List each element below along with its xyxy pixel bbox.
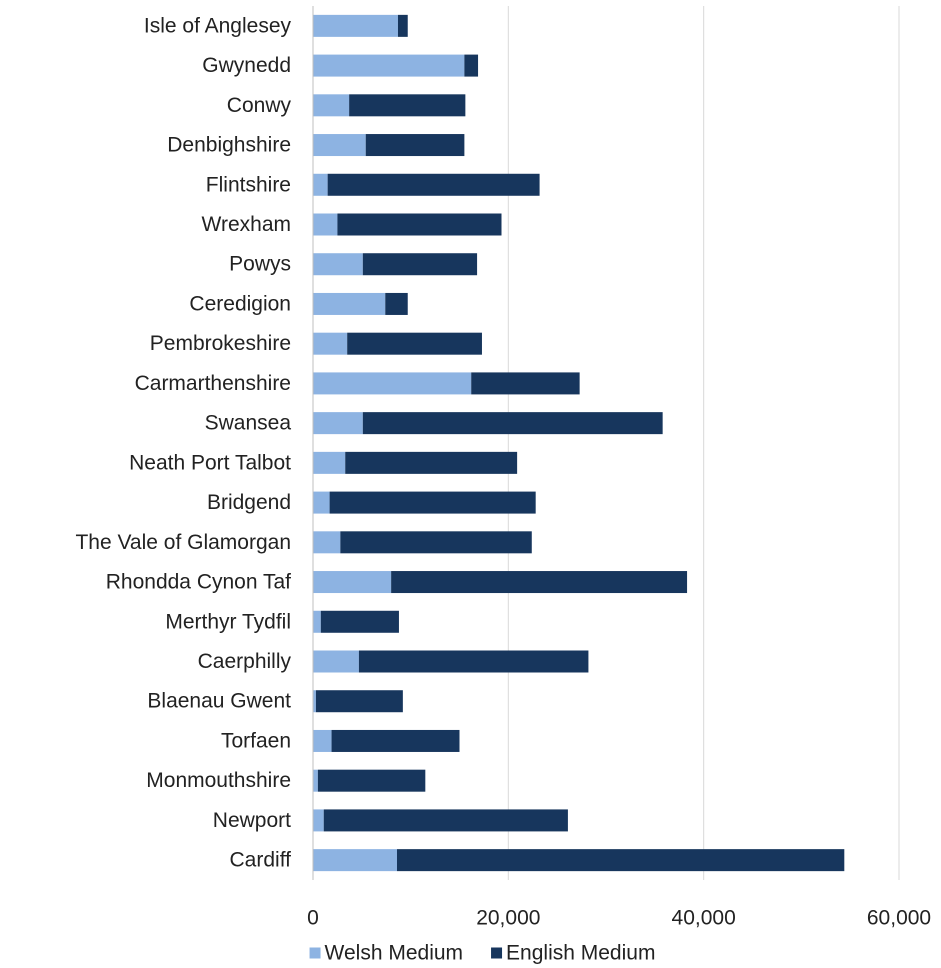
- category-label: Rhondda Cynon Taf: [106, 571, 291, 594]
- bar-welsh-medium-swansea: [313, 412, 363, 435]
- bar-welsh-medium-flintshire: [313, 173, 328, 196]
- x-tick-label: 40,000: [672, 907, 736, 930]
- bar-english-medium-gwynedd: [464, 54, 479, 77]
- category-label: Powys: [229, 253, 291, 276]
- category-label: Torfaen: [221, 729, 291, 752]
- bar-english-medium-torfaen: [331, 729, 460, 752]
- bar-english-medium-flintshire: [327, 173, 540, 196]
- bar-english-medium-isle-of-anglesey: [397, 14, 408, 37]
- bar-welsh-medium-merthyr-tydfil: [313, 610, 321, 633]
- bar-welsh-medium-isle-of-anglesey: [313, 14, 398, 37]
- bar-english-medium-powys: [362, 253, 478, 276]
- bar-english-medium-ceredigion: [385, 292, 408, 315]
- category-label: Ceredigion: [189, 292, 291, 315]
- bar-english-medium-rhondda-cynon-taf: [391, 571, 688, 594]
- x-tick-label: 60,000: [867, 907, 931, 930]
- bar-english-medium-blaenau-gwent: [315, 690, 403, 713]
- bar-welsh-medium-carmarthenshire: [313, 372, 472, 395]
- legend-label-welsh-medium: Welsh Medium: [325, 942, 464, 965]
- bar-welsh-medium-newport: [313, 809, 324, 832]
- bar-welsh-medium-neath-port-talbot: [313, 451, 346, 474]
- x-tick-label: 20,000: [476, 907, 540, 930]
- bar-english-medium-wrexham: [337, 213, 502, 236]
- legend-swatch-english-medium: [491, 947, 503, 959]
- legend-swatch-welsh-medium: [309, 947, 321, 959]
- category-label: Wrexham: [202, 213, 291, 236]
- category-label: Conwy: [227, 94, 292, 117]
- bar-english-medium-neath-port-talbot: [345, 451, 518, 474]
- category-label: Denbighshire: [167, 134, 291, 157]
- bar-english-medium-newport: [323, 809, 568, 832]
- bar-welsh-medium-wrexham: [313, 213, 338, 236]
- bar-welsh-medium-the-vale-of-glamorgan: [313, 531, 341, 554]
- category-label: Caerphilly: [198, 650, 292, 673]
- bar-english-medium-the-vale-of-glamorgan: [340, 531, 532, 554]
- category-label: Bridgend: [207, 491, 291, 514]
- category-label: Merthyr Tydfil: [165, 610, 291, 633]
- category-label: The Vale of Glamorgan: [75, 531, 291, 554]
- bar-english-medium-bridgend: [329, 491, 536, 514]
- bar-english-medium-denbighshire: [365, 134, 465, 157]
- category-label: Carmarthenshire: [135, 372, 291, 395]
- bar-english-medium-merthyr-tydfil: [320, 610, 399, 633]
- bar-welsh-medium-caerphilly: [313, 650, 359, 673]
- category-label: Pembrokeshire: [150, 332, 291, 355]
- bar-welsh-medium-rhondda-cynon-taf: [313, 571, 392, 594]
- bar-welsh-medium-blaenau-gwent: [313, 690, 316, 713]
- bar-welsh-medium-pembrokeshire: [313, 332, 348, 355]
- bar-english-medium-cardiff: [396, 849, 845, 872]
- bar-welsh-medium-cardiff: [313, 849, 397, 872]
- bar-welsh-medium-powys: [313, 253, 363, 276]
- bar-english-medium-carmarthenshire: [471, 372, 580, 395]
- bar-english-medium-pembrokeshire: [347, 332, 482, 355]
- bar-welsh-medium-monmouthshire: [313, 769, 318, 792]
- category-label: Newport: [213, 809, 291, 832]
- legend-label-english-medium: English Medium: [506, 942, 655, 965]
- category-label: Neath Port Talbot: [129, 451, 291, 474]
- bar-welsh-medium-denbighshire: [313, 134, 366, 157]
- category-label: Swansea: [205, 412, 292, 435]
- bar-welsh-medium-conwy: [313, 94, 350, 117]
- bar-english-medium-swansea: [362, 412, 663, 435]
- bar-welsh-medium-bridgend: [313, 491, 330, 514]
- bar-welsh-medium-ceredigion: [313, 292, 386, 315]
- category-label: Blaenau Gwent: [147, 690, 291, 713]
- category-label: Monmouthshire: [146, 769, 291, 792]
- category-label: Cardiff: [230, 849, 292, 872]
- bar-english-medium-caerphilly: [358, 650, 589, 673]
- category-label: Isle of Anglesey: [144, 14, 292, 37]
- category-label: Flintshire: [206, 173, 291, 196]
- bar-welsh-medium-torfaen: [313, 729, 332, 752]
- category-label: Gwynedd: [202, 54, 291, 77]
- bar-welsh-medium-gwynedd: [313, 54, 465, 77]
- bar-english-medium-monmouthshire: [317, 769, 426, 792]
- bar-english-medium-conwy: [349, 94, 466, 117]
- x-tick-label: 0: [307, 907, 319, 930]
